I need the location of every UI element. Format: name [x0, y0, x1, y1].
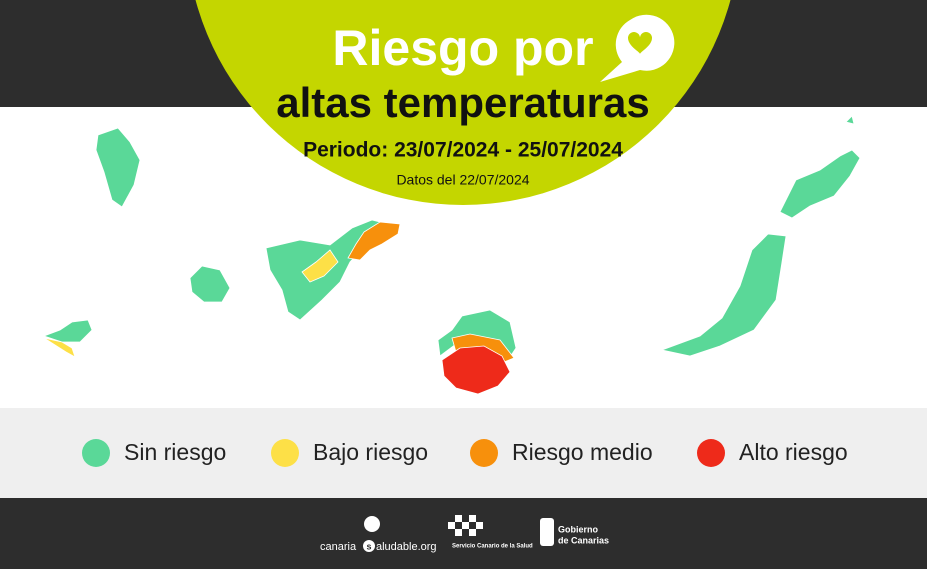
islet: [845, 115, 855, 125]
legend: Sin riesgo Bajo riesgo Riesgo medio Alto ri…: [82, 439, 848, 467]
legend-band: [0, 408, 927, 498]
title-line2: altas temperaturas: [276, 79, 650, 126]
title-circle: [195, 0, 731, 205]
legend-label: Riesgo medio: [512, 439, 653, 465]
la-palma: [95, 127, 141, 208]
scs-text: Servicio Canario de la Salud: [452, 544, 533, 550]
el-hierro: [42, 319, 93, 343]
site-mark: s: [366, 541, 371, 551]
tenerife-center: [301, 249, 339, 283]
fuerteventura: [660, 233, 787, 357]
la-gomera: [189, 265, 231, 303]
legend-label: Bajo riesgo: [313, 439, 428, 465]
scs-cross: [448, 515, 483, 536]
tenerife-northeast: [347, 221, 401, 261]
islands: [42, 115, 861, 395]
gran-canaria-south: [441, 345, 511, 395]
data-date: Datos del 22/07/2024: [396, 172, 529, 188]
period: Periodo: 23/07/2024 - 25/07/2024: [303, 139, 623, 162]
gov-line1: Gobierno: [558, 524, 599, 534]
footer-band: [0, 498, 927, 569]
legend-swatch: [470, 439, 498, 467]
lanzarote: [779, 149, 861, 219]
speech-icon: [600, 14, 675, 83]
gov-line2: de Canarias: [558, 535, 609, 545]
site-mark-circle: [363, 540, 375, 552]
site-icon: [364, 516, 380, 532]
legend-label: Alto riesgo: [739, 439, 848, 465]
legend-swatch: [697, 439, 725, 467]
title-line1: Riesgo por: [332, 20, 593, 76]
legend-label: Sin riesgo: [124, 439, 226, 465]
site-part1: canaria: [320, 541, 357, 553]
el-hierro-south: [43, 337, 76, 358]
gov-shield: [540, 518, 554, 546]
legend-swatch: [82, 439, 110, 467]
site-part2: aludable.org: [376, 541, 437, 553]
legend-swatch: [271, 439, 299, 467]
footer-logos: canaria s aludable.org Servicio Canario …: [320, 515, 609, 553]
